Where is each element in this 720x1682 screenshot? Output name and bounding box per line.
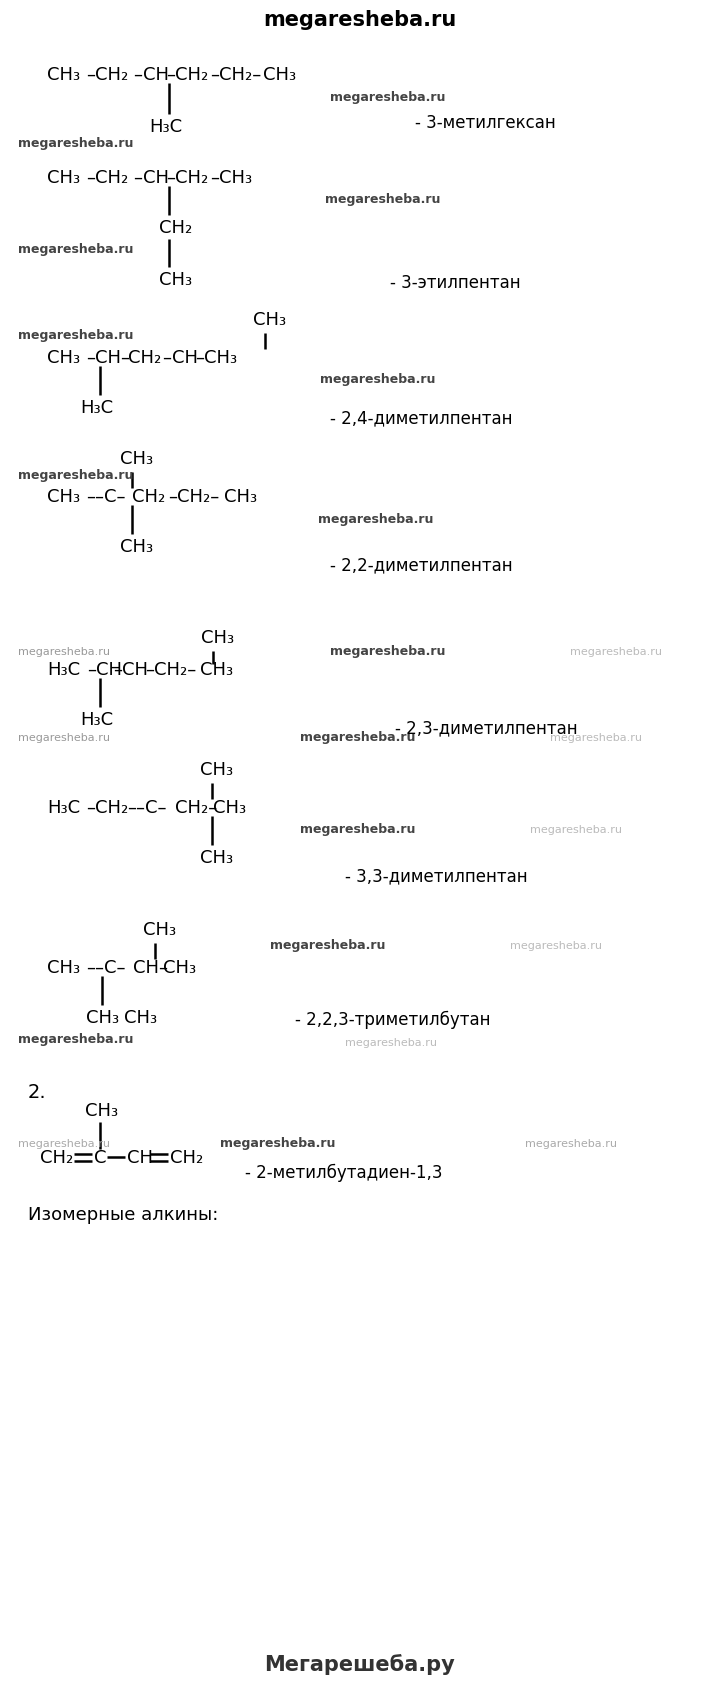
Text: ––C–: ––C– — [86, 488, 125, 506]
Text: - 3-этилпентан: - 3-этилпентан — [390, 274, 521, 291]
Text: CH: CH — [172, 348, 198, 367]
Text: CH: CH — [143, 168, 169, 187]
Text: H₃C: H₃C — [80, 399, 113, 417]
Text: megaresheba.ru: megaresheba.ru — [530, 824, 622, 834]
Text: - 2,2-диметилпентан: - 2,2-диметилпентан — [330, 555, 513, 574]
Text: H₃C: H₃C — [47, 799, 80, 816]
Text: megaresheba.ru: megaresheba.ru — [300, 822, 415, 836]
Text: megaresheba.ru: megaresheba.ru — [220, 1137, 336, 1150]
Text: –: – — [113, 661, 122, 678]
Text: CH₃: CH₃ — [85, 1102, 118, 1119]
Text: –CH₂: –CH₂ — [86, 66, 128, 84]
Text: CH: CH — [127, 1149, 153, 1166]
Text: Мегарешебa.ру: Мегарешебa.ру — [265, 1653, 455, 1675]
Text: megaresheba.ru: megaresheba.ru — [18, 136, 133, 150]
Text: CH₃: CH₃ — [224, 488, 257, 506]
Text: ––C–: ––C– — [127, 799, 166, 816]
Text: Изомерные алкины:: Изомерные алкины: — [28, 1206, 218, 1223]
Text: CH₃: CH₃ — [47, 959, 80, 977]
Text: –CH: –CH — [87, 661, 122, 678]
Text: –CH₂: –CH₂ — [166, 66, 208, 84]
Text: CH₃: CH₃ — [124, 1009, 157, 1026]
Text: - 3,3-диметилпентан: - 3,3-диметилпентан — [345, 866, 528, 885]
Text: megaresheba.ru: megaresheba.ru — [345, 1038, 437, 1048]
Text: CH₃: CH₃ — [47, 168, 80, 187]
Text: –CH₂: –CH₂ — [86, 168, 128, 187]
Text: –CH₂: –CH₂ — [166, 168, 208, 187]
Text: megaresheba.ru: megaresheba.ru — [18, 330, 133, 343]
Text: megaresheba.ru: megaresheba.ru — [18, 1139, 110, 1149]
Text: CH₂: CH₂ — [132, 488, 166, 506]
Text: CH₂: CH₂ — [170, 1149, 203, 1166]
Text: –CH₂–: –CH₂– — [210, 66, 261, 84]
Text: –: – — [162, 348, 171, 367]
Text: - 2-метилбутадиен-1,3: - 2-метилбутадиен-1,3 — [245, 1164, 443, 1181]
Text: megaresheba.ru: megaresheba.ru — [550, 733, 642, 742]
Text: CH₃: CH₃ — [120, 449, 153, 468]
Text: megaresheba.ru: megaresheba.ru — [320, 373, 436, 387]
Text: CH₃: CH₃ — [143, 920, 176, 939]
Text: megaresheba.ru: megaresheba.ru — [325, 193, 441, 207]
Text: –CH₂: –CH₂ — [86, 799, 128, 816]
Text: - 2,4-диметилпентан: - 2,4-диметилпентан — [330, 409, 513, 427]
Text: CH₃: CH₃ — [213, 799, 246, 816]
Text: megaresheba.ru: megaresheba.ru — [318, 513, 433, 525]
Text: CH: CH — [143, 66, 169, 84]
Text: megaresheba.ru: megaresheba.ru — [264, 10, 456, 30]
Text: megaresheba.ru: megaresheba.ru — [510, 940, 602, 950]
Text: megaresheba.ru: megaresheba.ru — [18, 468, 133, 481]
Text: H₃C: H₃C — [149, 118, 182, 136]
Text: CH₃: CH₃ — [47, 488, 80, 506]
Text: –: – — [133, 66, 142, 84]
Text: CH₃: CH₃ — [200, 848, 233, 866]
Text: megaresheba.ru: megaresheba.ru — [18, 1033, 133, 1046]
Text: CH₃: CH₃ — [200, 760, 233, 779]
Text: CH₂: CH₂ — [128, 348, 161, 367]
Text: –CH₃: –CH₃ — [195, 348, 237, 367]
Text: megaresheba.ru: megaresheba.ru — [330, 91, 446, 103]
Text: CH–: CH– — [133, 959, 168, 977]
Text: –CH₂–: –CH₂– — [168, 488, 220, 506]
Text: CH₃: CH₃ — [253, 311, 286, 328]
Text: CH: CH — [122, 661, 148, 678]
Text: CH₂: CH₂ — [159, 219, 192, 237]
Text: CH₃: CH₃ — [47, 66, 80, 84]
Text: - 2,3-диметилпентан: - 2,3-диметилпентан — [395, 718, 577, 737]
Text: –CH–: –CH– — [86, 348, 130, 367]
Text: megaresheba.ru: megaresheba.ru — [18, 646, 110, 656]
Text: megaresheba.ru: megaresheba.ru — [330, 646, 446, 658]
Text: - 2,2,3-триметилбутан: - 2,2,3-триметилбутан — [295, 1011, 490, 1028]
Text: CH₃: CH₃ — [120, 538, 153, 555]
Text: ––C–: ––C– — [86, 959, 125, 977]
Text: CH₃: CH₃ — [86, 1009, 119, 1026]
Text: CH₃: CH₃ — [201, 629, 234, 646]
Text: C: C — [94, 1149, 107, 1166]
Text: megaresheba.ru: megaresheba.ru — [18, 733, 110, 742]
Text: CH₃: CH₃ — [263, 66, 296, 84]
Text: megaresheba.ru: megaresheba.ru — [300, 732, 415, 743]
Text: CH₂: CH₂ — [40, 1149, 73, 1166]
Text: CH₃: CH₃ — [163, 959, 196, 977]
Text: –CH₂–: –CH₂– — [145, 661, 197, 678]
Text: megaresheba.ru: megaresheba.ru — [270, 939, 385, 952]
Text: - 3-метилгексан: - 3-метилгексан — [415, 114, 556, 131]
Text: H₃C: H₃C — [80, 710, 113, 728]
Text: CH₃: CH₃ — [200, 661, 233, 678]
Text: –: – — [133, 168, 142, 187]
Text: megaresheba.ru: megaresheba.ru — [18, 244, 133, 256]
Text: –CH₃: –CH₃ — [210, 168, 252, 187]
Text: CH₃: CH₃ — [159, 271, 192, 289]
Text: 2.: 2. — [28, 1082, 47, 1100]
Text: megaresheba.ru: megaresheba.ru — [525, 1139, 617, 1149]
Text: CH₃: CH₃ — [47, 348, 80, 367]
Text: megaresheba.ru: megaresheba.ru — [570, 646, 662, 656]
Text: H₃C: H₃C — [47, 661, 80, 678]
Text: CH₂–: CH₂– — [175, 799, 217, 816]
